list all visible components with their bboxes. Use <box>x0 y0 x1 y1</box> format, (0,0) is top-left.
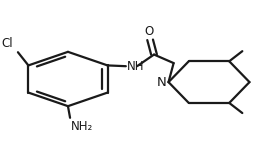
Text: NH: NH <box>127 60 145 73</box>
Text: O: O <box>144 25 153 38</box>
Text: N: N <box>157 76 166 89</box>
Text: NH₂: NH₂ <box>71 120 93 133</box>
Text: Cl: Cl <box>1 37 13 50</box>
